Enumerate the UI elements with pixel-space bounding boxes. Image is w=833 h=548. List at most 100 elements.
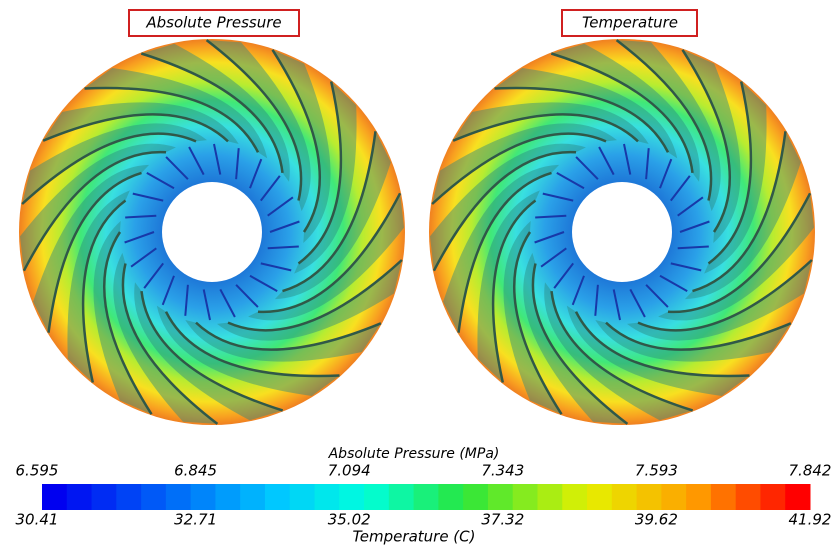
blade bbox=[22, 151, 167, 272]
color-swatch bbox=[240, 484, 266, 510]
blade-shade bbox=[658, 193, 814, 321]
splitter bbox=[249, 158, 263, 189]
blade bbox=[531, 263, 629, 425]
color-swatch bbox=[710, 484, 737, 510]
color-swatch bbox=[785, 484, 811, 510]
splitter bbox=[553, 262, 574, 289]
splitter bbox=[659, 274, 688, 292]
blade bbox=[431, 132, 607, 205]
blade-shade bbox=[67, 190, 130, 383]
blade-shade bbox=[84, 68, 268, 159]
tick-label: 7.593 bbox=[635, 462, 678, 480]
blade bbox=[271, 49, 321, 233]
splitter bbox=[143, 262, 164, 289]
blade bbox=[103, 231, 153, 415]
splitter bbox=[629, 288, 646, 318]
tick-label: 39.62 bbox=[635, 511, 678, 529]
blade bbox=[257, 192, 402, 313]
hub bbox=[572, 182, 672, 282]
color-swatch bbox=[215, 484, 241, 510]
splitter bbox=[184, 284, 189, 316]
tick-label: 32.71 bbox=[174, 511, 217, 529]
color-swatch bbox=[686, 484, 712, 510]
splitter bbox=[542, 192, 574, 202]
blade bbox=[42, 113, 229, 143]
blade bbox=[140, 290, 284, 412]
blade-shade bbox=[494, 68, 678, 159]
color-swatch bbox=[661, 484, 687, 510]
color-swatch bbox=[42, 484, 68, 510]
impeller bbox=[19, 39, 405, 425]
splitter bbox=[670, 262, 702, 272]
blade bbox=[297, 81, 343, 265]
blade bbox=[452, 113, 639, 143]
splitter bbox=[670, 175, 691, 202]
color-swatch bbox=[141, 484, 167, 510]
blade-shade bbox=[22, 123, 207, 204]
colorbar-title: Temperature (C) bbox=[353, 528, 476, 546]
blade bbox=[227, 259, 403, 332]
colorbar: 6.595 6.845 7.094 7.343 7.593 7.842 30.41 32.71… bbox=[16, 462, 832, 529]
tick-label: 6.595 bbox=[16, 462, 59, 480]
tick-label: 7.343 bbox=[481, 462, 524, 480]
blade bbox=[21, 132, 197, 205]
blade bbox=[195, 321, 382, 351]
splitter bbox=[130, 247, 157, 268]
splitter bbox=[125, 214, 157, 219]
blade-shade bbox=[682, 49, 741, 243]
blade bbox=[282, 131, 377, 293]
blade-shade bbox=[274, 131, 391, 300]
tick-label: 41.92 bbox=[789, 511, 832, 529]
splitter bbox=[146, 172, 175, 190]
splitter bbox=[534, 231, 565, 244]
blade bbox=[432, 151, 577, 272]
impeller bbox=[429, 39, 815, 425]
panel-title: Temperature bbox=[582, 14, 678, 32]
splitter bbox=[219, 288, 236, 318]
blade bbox=[47, 171, 142, 333]
blade-shade bbox=[20, 143, 176, 271]
blade-shade bbox=[477, 190, 540, 383]
color-swatch bbox=[314, 484, 340, 510]
splitter bbox=[267, 196, 294, 217]
splitter bbox=[535, 214, 567, 219]
blade-shade bbox=[684, 131, 801, 300]
blade bbox=[667, 192, 812, 313]
color-swatch bbox=[636, 484, 662, 510]
blade bbox=[494, 86, 670, 153]
splitter bbox=[598, 146, 615, 176]
splitter bbox=[188, 146, 205, 176]
blade bbox=[615, 39, 713, 201]
color-swatch bbox=[512, 484, 538, 510]
blade-shade bbox=[443, 164, 560, 333]
color-swatch bbox=[66, 484, 93, 510]
blade bbox=[550, 290, 694, 412]
blade-shade bbox=[432, 123, 617, 204]
blade-shade bbox=[627, 260, 812, 341]
splitter bbox=[124, 231, 155, 244]
blade-shade bbox=[595, 320, 791, 362]
blade-shade bbox=[248, 193, 404, 321]
color-swatch bbox=[438, 484, 464, 510]
tick-label: 7.094 bbox=[328, 462, 371, 480]
color-swatch bbox=[165, 484, 192, 510]
splitter bbox=[235, 284, 259, 308]
tick-label: 35.02 bbox=[328, 511, 371, 529]
splitter bbox=[235, 148, 240, 180]
color-swatch bbox=[735, 484, 761, 510]
blade bbox=[205, 39, 303, 201]
color-swatch bbox=[562, 484, 588, 510]
color-swatch bbox=[91, 484, 117, 510]
blade-shade bbox=[430, 143, 586, 271]
splitter bbox=[571, 275, 585, 306]
color-swatch bbox=[587, 484, 613, 510]
splitter bbox=[556, 172, 585, 190]
tick-label: 6.845 bbox=[174, 462, 217, 480]
tick-label: 37.32 bbox=[481, 511, 524, 529]
splitter bbox=[659, 158, 673, 189]
blade bbox=[637, 259, 813, 332]
blade bbox=[121, 263, 219, 425]
splitter bbox=[677, 245, 709, 250]
blade bbox=[707, 81, 753, 265]
